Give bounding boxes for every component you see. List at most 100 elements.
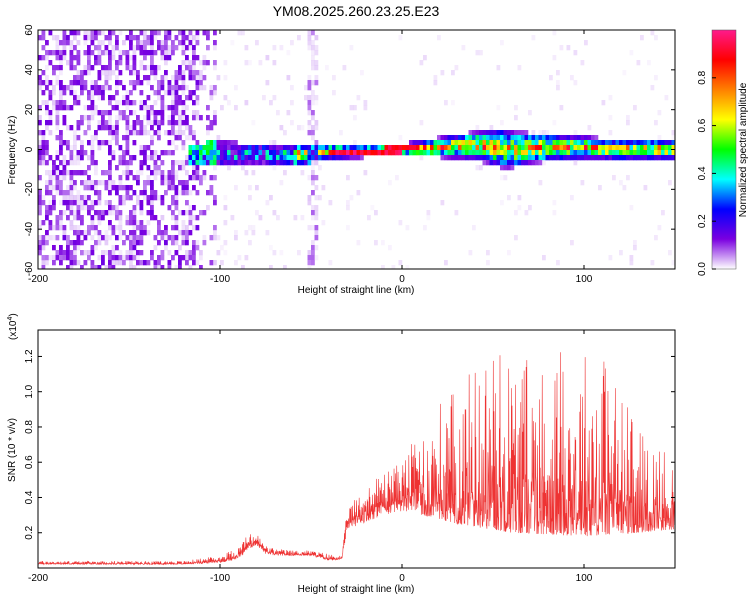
spectrogram-cell — [118, 235, 123, 241]
spectrogram-cell — [59, 185, 63, 191]
spectrogram-cell — [118, 55, 123, 61]
spectrogram-cell — [636, 140, 641, 146]
spectrogram-cell — [108, 170, 112, 176]
spectrogram-cell — [59, 255, 63, 261]
spectrogram-cell — [157, 85, 161, 91]
spectrogram-cell — [122, 95, 126, 101]
spectrogram-cell — [608, 140, 613, 146]
spectrogram-cell — [465, 135, 469, 141]
spectrogram-cell — [66, 145, 70, 151]
spectrogram-cell — [118, 260, 123, 266]
spectrogram-cell — [216, 160, 221, 166]
spectrogram-cell — [76, 155, 81, 161]
spectrogram-cell — [234, 150, 238, 156]
spectrogram-cell — [360, 145, 364, 151]
spectrogram-cell — [650, 140, 655, 146]
spectrogram-cell — [444, 140, 448, 146]
spectrogram-cell — [104, 185, 109, 191]
spectrogram-cell — [192, 185, 196, 191]
spectrogram-cell — [171, 255, 175, 261]
spectrogram-cell — [622, 150, 627, 156]
spectrogram-cell — [157, 225, 161, 231]
spectrogram-cell — [90, 150, 95, 156]
spectrogram-cell — [115, 235, 119, 241]
spectrogram-cell — [216, 75, 221, 81]
spectrogram-cell — [608, 95, 613, 101]
spectrogram-cell — [321, 145, 326, 151]
spectrogram-cell — [633, 155, 637, 161]
y-tick-label: 20 — [24, 104, 35, 116]
spectrogram-cell — [304, 160, 308, 166]
spectrogram-x-ticks: -200 -100 0 100 — [28, 30, 593, 285]
spectrogram-cell — [626, 120, 630, 126]
spectrogram-cell — [556, 150, 560, 156]
spectrogram-cell — [59, 65, 63, 71]
spectrogram-cell — [311, 245, 315, 251]
spectrogram-cell — [83, 105, 88, 111]
spectrogram-cell — [87, 140, 91, 146]
spectrogram-cell — [153, 65, 158, 71]
spectrogram-cell — [83, 150, 88, 156]
spectrogram-cell — [125, 125, 130, 131]
spectrogram-cell — [178, 165, 182, 171]
spectrogram-cell — [97, 110, 102, 116]
spectrogram-cell — [115, 255, 119, 261]
spectrogram-cell — [104, 120, 109, 126]
spectrogram-cell — [150, 125, 154, 131]
spectrogram-cell — [671, 145, 675, 151]
spectrogram-cell — [73, 45, 77, 51]
spectrogram-cell — [486, 130, 490, 136]
spectrogram-cell — [664, 155, 669, 161]
spectrogram-cell — [654, 145, 658, 151]
x-tick-label: 100 — [576, 274, 593, 285]
spectrogram-cell — [570, 155, 574, 161]
spectrogram-cell — [510, 155, 515, 161]
spectrogram-cell — [90, 160, 95, 166]
spectrogram-cell — [199, 210, 203, 216]
spectrogram-cell — [80, 230, 84, 236]
spectrogram-cell — [545, 150, 550, 156]
spectrogram-cells — [38, 30, 675, 269]
spectrogram-cell — [90, 145, 95, 151]
spectrogram-cell — [227, 165, 231, 171]
spectrogram-cell — [52, 200, 56, 206]
spectrogram-cell — [199, 155, 203, 161]
spectrogram-cell — [311, 260, 315, 266]
spectrogram-cell — [111, 180, 116, 186]
spectrogram-cell — [66, 265, 70, 269]
spectrogram-cell — [622, 185, 627, 191]
spectrogram-cell — [570, 135, 574, 141]
spectrogram-cell — [41, 200, 46, 206]
spectrogram-cell — [650, 150, 655, 156]
spectrogram-cell — [171, 225, 175, 231]
spectrogram-cell — [433, 145, 438, 151]
spectrogram-cell — [83, 170, 88, 176]
spectrogram-cell — [118, 70, 123, 76]
spectrogram-cell — [38, 115, 42, 121]
spectrogram-cell — [654, 150, 658, 156]
spectrogram-cell — [213, 30, 217, 36]
spectrogram-cell — [192, 35, 196, 41]
spectrogram-cell — [181, 45, 186, 51]
spectrogram-cell — [199, 70, 203, 76]
spectrogram-cell — [314, 125, 319, 131]
spectrogram-cell — [269, 145, 273, 151]
spectrogram-cell — [272, 145, 277, 151]
spectrogram-cell — [160, 55, 165, 61]
spectrogram-cell — [185, 60, 189, 66]
spectrogram-cell — [223, 155, 228, 161]
spectrogram-cell — [73, 255, 77, 261]
spectrogram-cell — [129, 160, 133, 166]
spectrogram-cell — [90, 265, 95, 269]
spectrogram-cell — [220, 150, 224, 156]
spectrogram-cell — [143, 225, 147, 231]
spectrogram-cell — [363, 105, 368, 111]
spectrogram-cell — [90, 35, 95, 41]
spectrogram-cell — [45, 40, 49, 46]
spectrogram-cell — [115, 120, 119, 126]
spectrogram-cell — [69, 240, 74, 246]
spectrogram-cell — [356, 150, 361, 156]
spectrogram-cell — [216, 250, 221, 256]
spectrogram-cell — [643, 155, 648, 161]
spectrogram-cell — [97, 220, 102, 226]
